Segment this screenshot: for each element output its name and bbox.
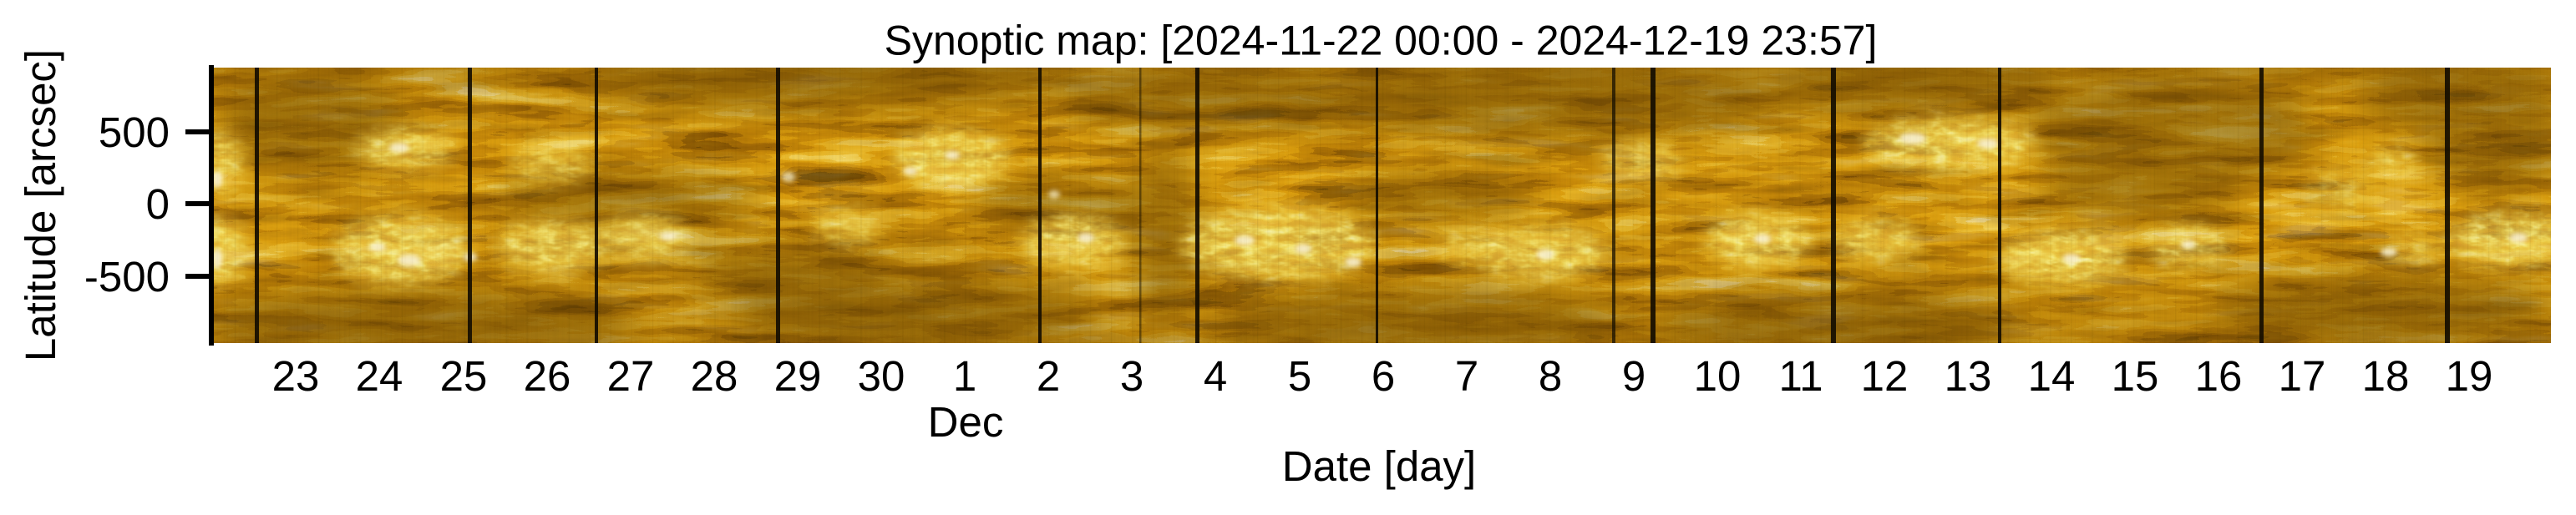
svg-text:23: 23 [272, 352, 320, 400]
svg-text:27: 27 [607, 352, 655, 400]
svg-text:28: 28 [691, 352, 738, 400]
svg-text:6: 6 [1372, 352, 1395, 400]
svg-text:26: 26 [524, 352, 571, 400]
svg-text:17: 17 [2279, 352, 2326, 400]
svg-text:1: 1 [953, 352, 976, 400]
svg-text:2: 2 [1037, 352, 1060, 400]
svg-text:12: 12 [1861, 352, 1909, 400]
svg-text:24: 24 [356, 352, 403, 400]
svg-text:15: 15 [2112, 352, 2159, 400]
svg-text:29: 29 [774, 352, 822, 400]
svg-text:Synoptic map: [2024-11-22 00:0: Synoptic map: [2024-11-22 00:00 - 2024-1… [885, 18, 1878, 64]
svg-text:Date [day]: Date [day] [1282, 442, 1476, 490]
svg-text:18: 18 [2362, 352, 2410, 400]
svg-text:Latitude [arcsec]: Latitude [arcsec] [17, 49, 64, 361]
svg-text:4: 4 [1204, 352, 1227, 400]
svg-text:30: 30 [858, 352, 905, 400]
svg-text:5: 5 [1288, 352, 1311, 400]
svg-text:9: 9 [1622, 352, 1645, 400]
svg-text:8: 8 [1539, 352, 1562, 400]
svg-text:13: 13 [1945, 352, 1992, 400]
svg-text:19: 19 [2446, 352, 2493, 400]
svg-text:14: 14 [2028, 352, 2076, 400]
svg-text:-500: -500 [84, 253, 170, 300]
svg-text:16: 16 [2195, 352, 2243, 400]
svg-text:0: 0 [146, 180, 170, 228]
svg-text:11: 11 [1779, 352, 1823, 400]
svg-text:Dec: Dec [928, 398, 1004, 446]
svg-text:3: 3 [1120, 352, 1143, 400]
svg-text:25: 25 [440, 352, 488, 400]
svg-text:7: 7 [1455, 352, 1478, 400]
svg-text:500: 500 [99, 109, 170, 156]
svg-text:10: 10 [1694, 352, 1742, 400]
